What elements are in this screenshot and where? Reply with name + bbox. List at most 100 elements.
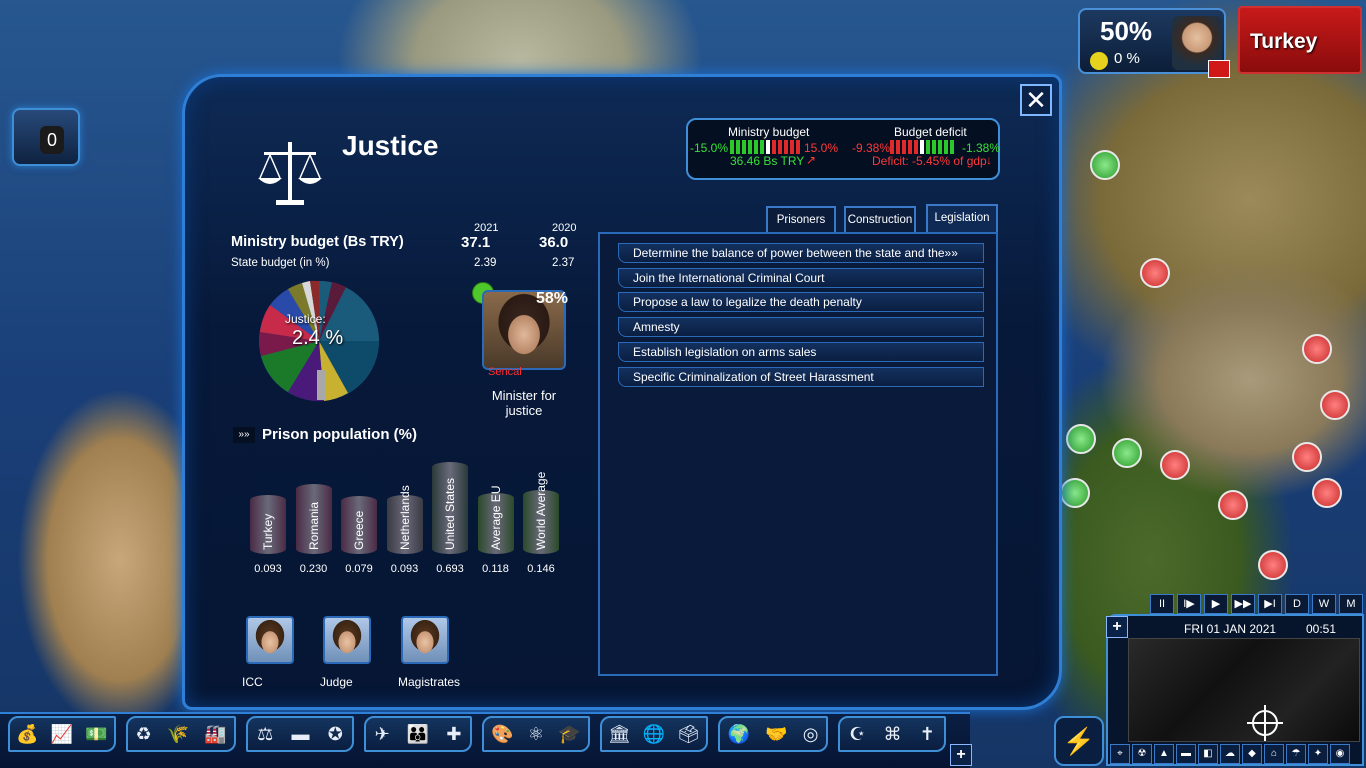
country-button[interactable]: Turkey [1238,6,1362,74]
map-mode-button[interactable]: ▬ [1176,744,1196,764]
map-mode-button[interactable]: ◧ [1198,744,1218,764]
bar[interactable] [477,492,514,554]
map-marker[interactable] [1140,258,1170,288]
budget-box: Ministry budget -15.0% 15.0% 36.46 Bs TR… [686,118,1000,180]
map-marker[interactable] [1258,550,1288,580]
bar[interactable] [341,496,377,554]
parliament-icon[interactable]: 🏛 [607,723,631,744]
handshake-icon[interactable]: 🤝 [765,723,788,744]
legislation-item[interactable]: Specific Criminalization of Street Haras… [618,367,984,387]
map-mode-button[interactable]: ◉ [1330,744,1350,764]
factory-icon[interactable]: 🏭 [204,723,227,744]
bar[interactable] [386,494,423,554]
culture-group[interactable]: 🎨 ⚛ 🎓 [482,716,590,752]
recycle-icon[interactable]: ♻ [135,723,152,744]
legislation-item[interactable]: Determine the balance of power between t… [618,243,984,263]
legislation-item[interactable]: Establish legislation on arms sales [618,342,984,362]
map-mode-button[interactable]: ▲ [1154,744,1174,764]
society-group[interactable]: ✈ 👪 ✚ [364,716,472,752]
strategy-button[interactable]: ⚡ [1054,716,1104,766]
add-plus-icon[interactable]: + [950,744,972,766]
bar-value-label: 0.230 [299,563,328,575]
tab-construction[interactable]: Construction [844,206,916,232]
tank-icon[interactable]: ▬ [291,723,310,744]
expand-plus-icon[interactable]: + [1106,616,1128,638]
leader-hud[interactable]: 50% 0 % [1078,8,1226,74]
government-group[interactable]: 🏛 🌐 🗳 [600,716,708,752]
money-bag-icon[interactable]: 💰 [16,723,39,744]
map-mode-button[interactable]: ✦ [1308,744,1328,764]
legislation-item[interactable]: Propose a law to legalize the death pena… [618,292,984,312]
month-speed-button[interactable]: M [1339,594,1363,614]
map-mode-button[interactable]: ⌖ [1110,744,1130,764]
map-marker[interactable] [1060,478,1090,508]
police-badge-icon[interactable]: ✪ [327,723,343,744]
alerts-counter-tile[interactable]: 0 [12,108,80,166]
bar[interactable] [432,462,468,554]
alerts-counter: 0 [40,126,64,154]
map-mode-button[interactable]: ☁ [1220,744,1240,764]
prison-population-title: Prison population (%) [262,426,417,443]
map-mode-button[interactable]: ◆ [1242,744,1262,764]
map-marker[interactable] [1320,390,1350,420]
judge-portrait[interactable] [323,616,371,664]
crescent-icon[interactable]: ☪ [849,723,866,744]
map-mode-button[interactable]: ☂ [1286,744,1306,764]
cross-icon[interactable]: ✝ [919,723,935,744]
globe-icon[interactable]: 🌐 [642,723,666,744]
icc-portrait[interactable] [246,616,294,664]
atom-icon[interactable]: ⚛ [527,723,545,744]
minister-portrait[interactable] [482,290,566,370]
map-marker[interactable] [1112,438,1142,468]
step-button[interactable]: I▶ [1177,594,1201,614]
magistrates-portrait[interactable] [401,616,449,664]
week-speed-button[interactable]: W [1312,594,1336,614]
health-icon[interactable]: ✚ [446,723,462,744]
skip-button[interactable]: ▶I [1258,594,1282,614]
scales-icon[interactable]: ⚖ [257,723,274,744]
bar-category-label: World Average [534,471,548,550]
bar[interactable] [523,490,559,554]
map-marker[interactable] [1292,442,1322,472]
close-button[interactable]: ✕ [1020,84,1052,116]
religion-group[interactable]: ☪ ⌘ ✝ [838,716,946,752]
bar[interactable] [250,494,286,554]
map-marker[interactable] [1090,150,1120,180]
chart-icon[interactable]: 📈 [50,723,74,744]
family-icon[interactable]: 👪 [406,723,430,744]
map-mode-button[interactable]: ☢ [1132,744,1152,764]
legislation-item[interactable]: Amnesty [618,317,984,337]
wheat-icon[interactable]: 🌾 [166,723,190,744]
temple-icon[interactable]: ⌘ [883,723,902,744]
security-group[interactable]: ⚖ ▬ ✪ [246,716,354,752]
bar[interactable] [295,484,332,554]
tab-prisoners[interactable]: Prisoners [766,206,836,232]
map-marker[interactable] [1160,450,1190,480]
ministry-budget-slider[interactable] [730,140,800,154]
pause-button[interactable]: II [1150,594,1174,614]
map-mode-button[interactable]: ⌂ [1264,744,1284,764]
industry-group[interactable]: ♻ 🌾 🏭 [126,716,236,752]
graduation-cap-icon[interactable]: 🎓 [558,723,581,744]
ballot-icon[interactable]: 🗳 [677,723,701,744]
day-speed-button[interactable]: D [1285,594,1309,614]
minimap[interactable] [1128,638,1360,742]
legislation-item[interactable]: Join the International Criminal Court [618,268,984,288]
banknotes-icon[interactable]: 💵 [85,723,108,744]
expand-arrows-icon[interactable]: »» [233,427,255,443]
map-marker[interactable] [1302,334,1332,364]
budget-deficit-slider[interactable] [890,140,954,154]
map-marker[interactable] [1312,478,1342,508]
play-button[interactable]: ▶ [1204,594,1228,614]
airplane-icon[interactable]: ✈ [374,723,390,744]
fast-forward-button[interactable]: ▶▶ [1231,594,1255,614]
map-marker[interactable] [1218,490,1248,520]
tab-legislation[interactable]: Legislation [926,204,998,234]
diplomacy-group[interactable]: 🌍 🤝 ◎ [718,716,828,752]
budget-pie-chart[interactable] [258,280,380,402]
world-icon[interactable]: 🌍 [727,723,750,744]
economy-group[interactable]: 💰 📈 💵 [8,716,116,752]
palette-icon[interactable]: 🎨 [491,723,514,744]
map-marker[interactable] [1066,424,1096,454]
un-icon[interactable]: ◎ [802,723,819,744]
